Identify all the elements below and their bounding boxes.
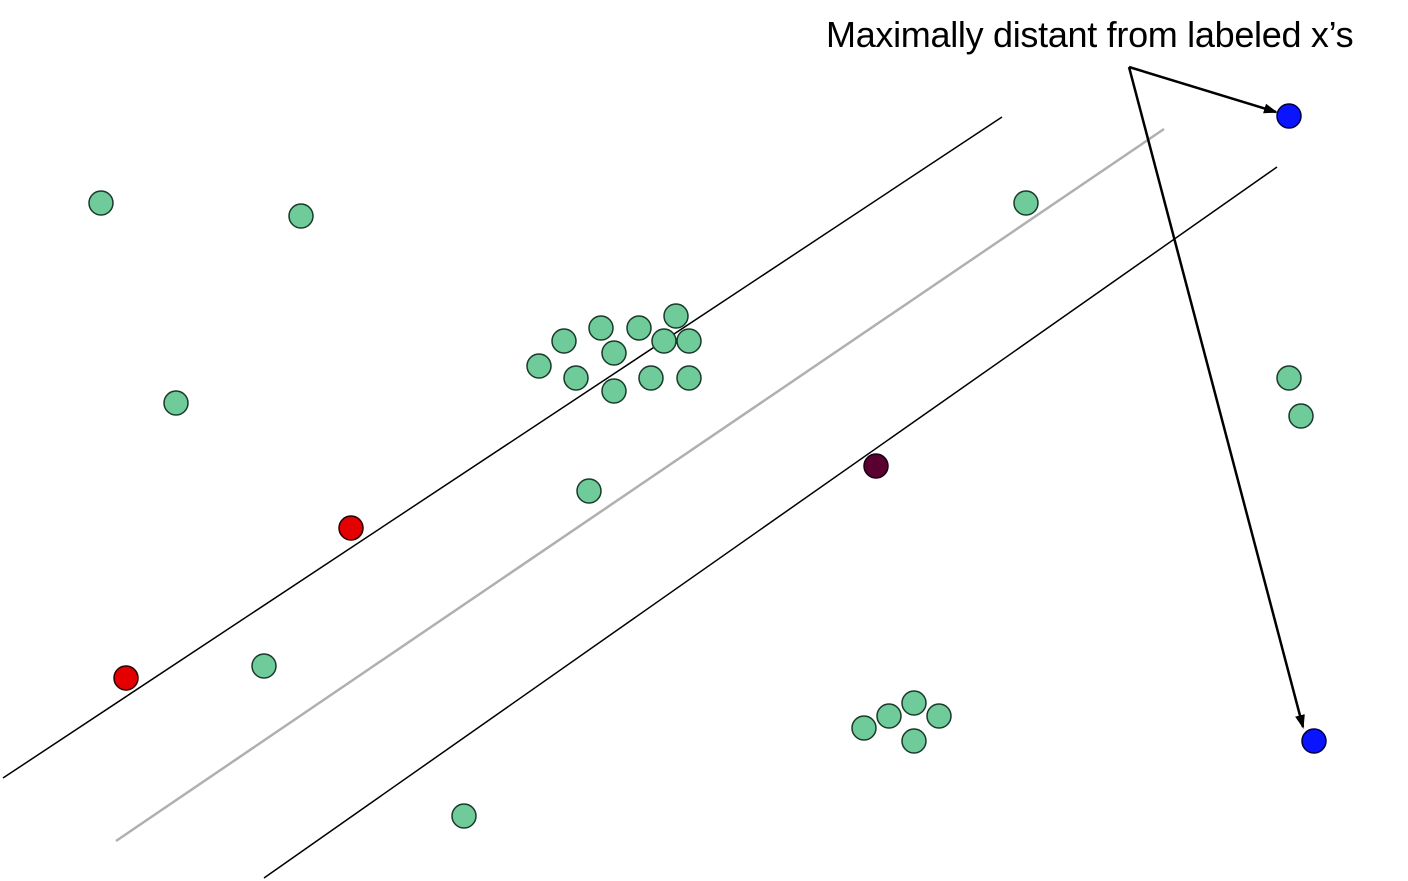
unlabeled-point [876,703,902,729]
unlabeled-point [1276,365,1302,391]
unlabeled-point [626,315,652,341]
unlabeled-points [88,190,1314,829]
unlabeled-point [251,653,277,679]
unlabeled-point [638,365,664,391]
unlabeled-point [676,365,702,391]
arrow-to-bottom-blue [1127,66,1305,729]
unlabeled-point [163,390,189,416]
separator-line [115,127,1165,843]
unlabeled-point [551,328,577,354]
unlabeled-point [88,190,114,216]
unlabeled-point [601,378,627,404]
selected-blue-point-bottom [1301,728,1327,754]
unlabeled-point [1013,190,1039,216]
unlabeled-point [851,715,877,741]
annotation-label: Maximally distant from labeled x’s [826,14,1354,55]
unlabeled-point [563,365,589,391]
unlabeled-point [1288,403,1314,429]
unlabeled-point [663,303,689,329]
labeled-red-point [113,665,139,691]
unlabeled-point [601,340,627,366]
unlabeled-point [676,328,702,354]
unlabeled-point [901,690,927,716]
unlabeled-point [526,353,552,379]
unlabeled-point [588,315,614,341]
arrow-to-top-blue [1128,65,1278,114]
upper-margin-line [2,116,1003,779]
selected-blue-point-top [1276,103,1302,129]
unlabeled-point [651,328,677,354]
unlabeled-point [901,728,927,754]
lower-margin-line [263,166,1278,879]
labeled-dark-point [863,453,889,479]
labeled-red-point [338,515,364,541]
unlabeled-point [451,803,477,829]
unlabeled-point [926,703,952,729]
unlabeled-point [576,478,602,504]
unlabeled-point [288,203,314,229]
